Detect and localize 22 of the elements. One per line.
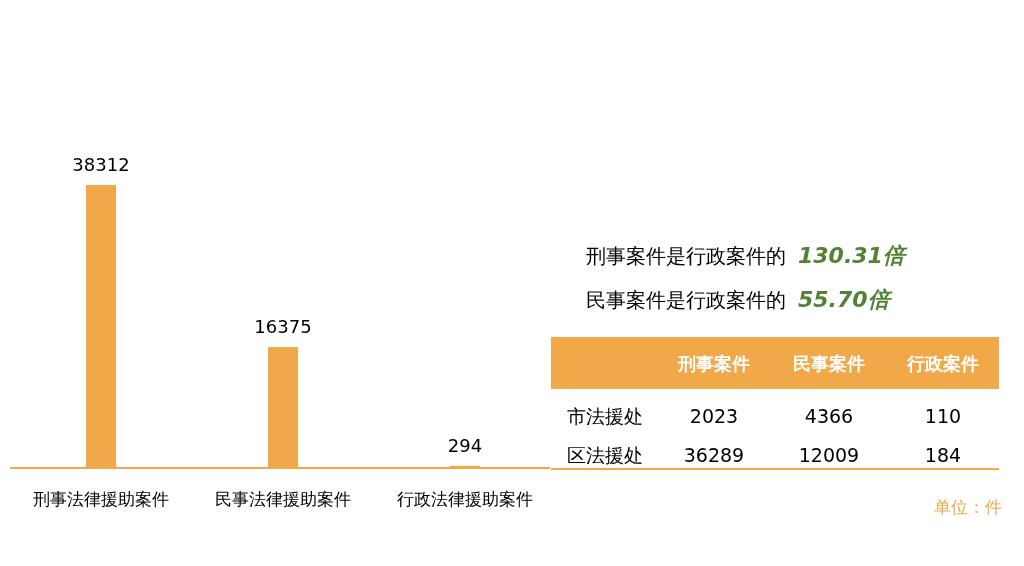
- text: 55.70倍: [798, 287, 893, 312]
- x-tick-label: 行政法律援助案件: [397, 489, 533, 509]
- data-label: 294: [447, 434, 483, 456]
- text: 刑事案件是行政案件的: [586, 244, 786, 268]
- category-label: 刑事案件: [677, 353, 750, 374]
- text: 130.31倍: [798, 243, 908, 268]
- text: 单位：件: [934, 497, 1002, 517]
- text: 民事案件是行政案件的: [586, 288, 786, 312]
- category-label: 市法援处: [567, 405, 643, 427]
- text: 36289: [683, 444, 745, 466]
- text: 2023: [689, 405, 739, 427]
- text: 184: [924, 444, 962, 466]
- x-tick-label: 刑事法律援助案件: [33, 489, 169, 509]
- category-label: 民事案件: [793, 353, 865, 374]
- text: 110: [924, 405, 962, 427]
- x-tick-label: 民事法律援助案件: [215, 489, 351, 509]
- category-label: 行政案件: [906, 353, 979, 374]
- text: 4366: [804, 405, 854, 427]
- text: 12009: [798, 444, 860, 466]
- category-label: 区法援处: [567, 444, 643, 466]
- data-label: 38312: [72, 154, 130, 175]
- data-label: 16375: [254, 316, 312, 338]
